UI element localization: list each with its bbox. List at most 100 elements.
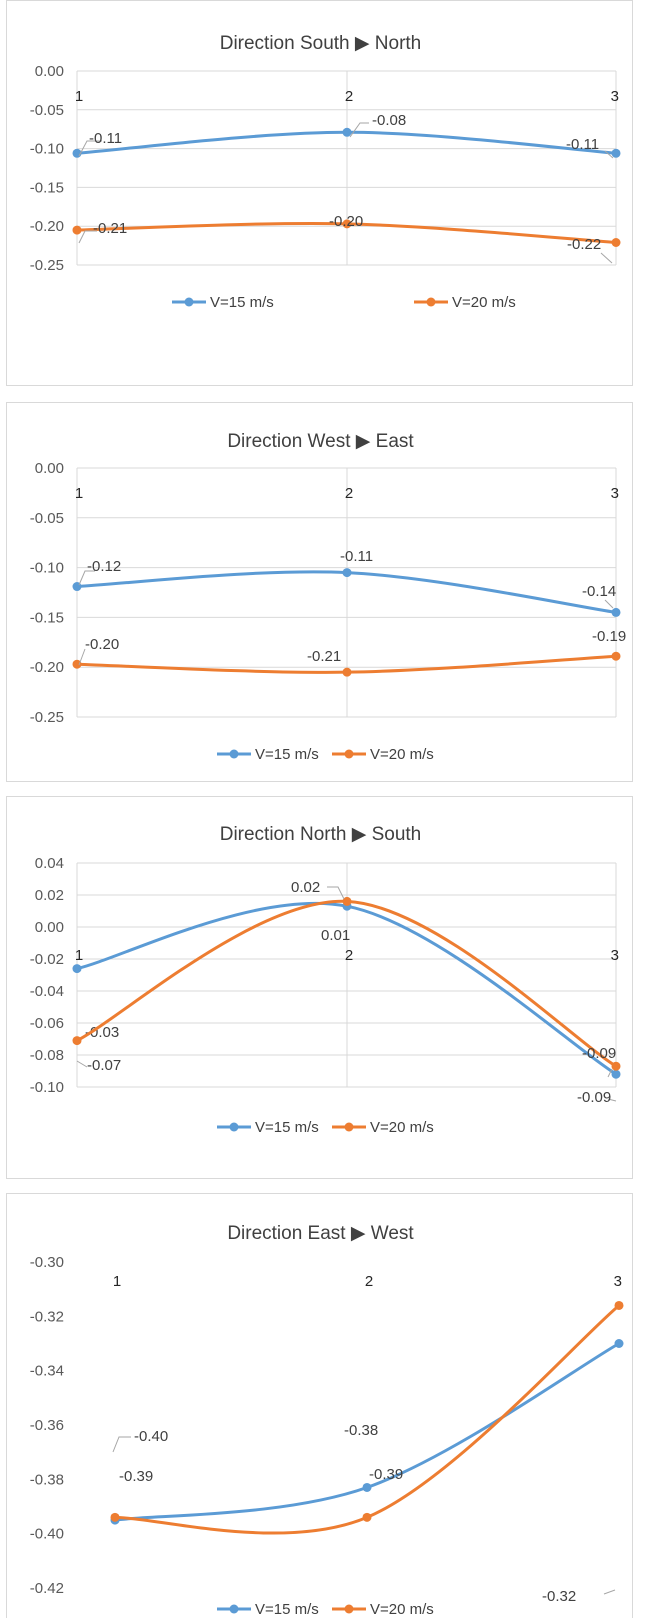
- y-tick-label: -0.32: [30, 1308, 64, 1325]
- data-label: -0.32: [542, 1588, 576, 1605]
- chart-panel-east-west: Direction East ▶ West -0.30 -0.32 -0.34 -0.3…: [6, 1193, 633, 1618]
- series-line: [113, 1303, 621, 1535]
- y-tick-label: -0.36: [30, 1417, 64, 1434]
- data-label: -0.11: [340, 548, 373, 565]
- legend-label: V=20 m/s: [370, 1601, 434, 1618]
- chart-panel-south-north: Direction South ▶ North 0.00 -0.05 -0.10 -0.…: [6, 0, 633, 386]
- y-tick-label: -0.30: [30, 1254, 64, 1271]
- x-tick-label: 1: [113, 1273, 121, 1290]
- data-label: -0.38: [344, 1422, 378, 1439]
- label-leader-line: [604, 150, 614, 159]
- data-point: [72, 225, 82, 235]
- data-point: [72, 659, 82, 669]
- legend-label: V=15 m/s: [210, 294, 274, 311]
- data-label: 0.02: [291, 879, 320, 896]
- data-label: -0.12: [87, 558, 121, 575]
- chart-title: Direction West ▶ East: [227, 431, 414, 452]
- chart-title: Direction North ▶ South: [220, 824, 422, 845]
- chart-west-east: Direction West ▶ East 0.00 -0.05 -0.10 -0.15…: [30, 431, 626, 763]
- data-point: [611, 607, 621, 617]
- data-label: -0.14: [582, 583, 616, 600]
- label-leader-line: [607, 1068, 613, 1078]
- label-leader-line: [600, 252, 613, 264]
- x-tick-label: 3: [611, 947, 619, 964]
- label-leader-line: [604, 599, 614, 609]
- y-tick-label: -0.15: [30, 609, 64, 626]
- chart-title: Direction South ▶ North: [220, 33, 422, 54]
- data-label: -0.03: [85, 1024, 119, 1041]
- data-point: [362, 1482, 372, 1492]
- y-tick-label: -0.10: [30, 560, 64, 577]
- legend-label: V=15 m/s: [255, 1119, 319, 1136]
- legend-label: V=20 m/s: [452, 294, 516, 311]
- data-label: 0.01: [321, 927, 350, 944]
- x-tick-label: 2: [345, 947, 353, 964]
- chart-panel-west-east: Direction West ▶ East 0.00 -0.05 -0.10 -0.15…: [6, 402, 633, 782]
- label-leader-line: [78, 570, 95, 586]
- y-tick-label: 0.00: [35, 63, 64, 80]
- data-point: [342, 127, 352, 137]
- chart-title: Direction East ▶ West: [227, 1223, 414, 1244]
- y-tick-label: 0.00: [35, 460, 64, 477]
- y-tick-label: -0.25: [30, 257, 64, 274]
- data-label: -0.09: [582, 1045, 616, 1062]
- data-point: [362, 1512, 372, 1522]
- data-point: [614, 1339, 624, 1348]
- label-leader-line: [78, 648, 86, 666]
- data-point: [611, 237, 621, 247]
- legend-swatch-marker: [344, 749, 354, 759]
- data-label: -0.11: [566, 136, 599, 153]
- y-tick-label: -0.10: [30, 141, 64, 158]
- data-label: -0.39: [119, 1468, 153, 1485]
- data-point: [342, 219, 352, 229]
- y-tick-label: -0.38: [30, 1471, 64, 1488]
- x-tick-label: 2: [345, 88, 353, 105]
- data-point: [72, 1036, 82, 1046]
- label-leader-line: [78, 230, 97, 244]
- data-point: [614, 1300, 624, 1310]
- y-tick-label: -0.34: [30, 1363, 64, 1380]
- y-tick-label: -0.10: [30, 1079, 64, 1096]
- legend-swatch-marker: [344, 1604, 354, 1614]
- y-tick-label: -0.25: [30, 709, 64, 726]
- legend-label: V=15 m/s: [255, 746, 319, 763]
- legend-swatch-marker: [229, 749, 239, 759]
- chart-east-west: Direction East ▶ West -0.30 -0.32 -0.34 -0.3…: [30, 1223, 624, 1618]
- data-label: -0.07: [87, 1057, 121, 1074]
- y-tick-label: 0.04: [35, 855, 64, 872]
- legend-swatch-marker: [229, 1122, 239, 1132]
- chart-north-south: Direction North ▶ South 0.04 0.02 0.00 -0.02…: [30, 824, 621, 1136]
- data-point: [72, 964, 82, 974]
- x-tick-label: 3: [611, 88, 619, 105]
- y-tick-label: -0.06: [30, 1015, 64, 1032]
- y-tick-label: -0.20: [30, 218, 64, 235]
- x-tick-label: 1: [75, 88, 83, 105]
- y-tick-label: -0.05: [30, 510, 64, 527]
- y-tick-label: -0.04: [30, 983, 64, 1000]
- legend-swatch-marker: [344, 1122, 354, 1132]
- data-point: [611, 148, 621, 158]
- x-tick-label: 1: [75, 947, 83, 964]
- data-point: [342, 667, 352, 677]
- label-leader-line: [349, 122, 369, 138]
- y-tick-label: -0.42: [30, 1580, 64, 1597]
- data-label: -0.40: [134, 1428, 168, 1445]
- x-tick-label: 3: [611, 485, 619, 502]
- data-label: -0.08: [372, 112, 406, 129]
- legend-swatch-marker: [184, 297, 194, 307]
- label-leader-line: [607, 1098, 617, 1102]
- legend-swatch-marker: [229, 1604, 239, 1614]
- label-leader-line: [78, 140, 102, 157]
- data-point: [342, 568, 352, 578]
- data-label: -0.39: [369, 1466, 403, 1483]
- y-tick-label: -0.08: [30, 1047, 64, 1064]
- y-tick-label: -0.05: [30, 102, 64, 119]
- y-tick-label: -0.15: [30, 179, 64, 196]
- y-tick-label: -0.20: [30, 659, 64, 676]
- data-point: [611, 1061, 621, 1071]
- y-tick-label: -0.40: [30, 1526, 64, 1543]
- legend-label: V=20 m/s: [370, 746, 434, 763]
- label-leader-line: [603, 1589, 616, 1595]
- data-point: [342, 896, 352, 906]
- data-point: [611, 1069, 621, 1079]
